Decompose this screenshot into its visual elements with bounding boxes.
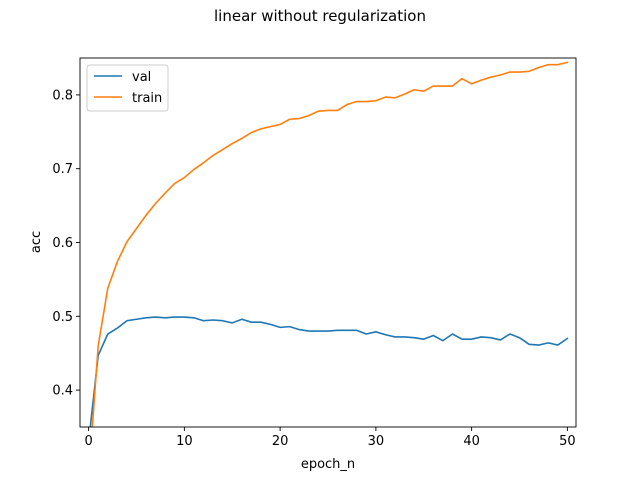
- x-tick-label: 20: [272, 434, 289, 449]
- y-axis-label: acc: [29, 231, 44, 253]
- y-tick-label: 0.4: [52, 384, 73, 399]
- plot-area: 0 10 20 30 40 50 0.4 0.5 0.6 0.7 0.8: [52, 57, 577, 449]
- y-tick-label: 0.8: [52, 88, 73, 103]
- x-axis-label: epoch_n: [301, 457, 355, 472]
- chart-title: linear without regularization: [214, 7, 426, 25]
- legend-label-train: train: [132, 91, 162, 106]
- x-tick-label: 10: [176, 434, 193, 449]
- x-tick-label: 30: [368, 434, 385, 449]
- x-tick-label: 40: [463, 434, 480, 449]
- legend: val train: [86, 64, 169, 112]
- axes-frame: [79, 57, 577, 428]
- y-tick-label: 0.6: [52, 236, 73, 251]
- legend-label-val: val: [132, 70, 151, 85]
- x-tick-label: 50: [559, 434, 576, 449]
- x-tick-label: 0: [84, 434, 92, 449]
- series-line-val: [89, 316, 569, 427]
- y-tick-label: 0.5: [52, 310, 73, 325]
- series-line-train: [91, 61, 569, 427]
- y-tick-label: 0.7: [52, 162, 73, 177]
